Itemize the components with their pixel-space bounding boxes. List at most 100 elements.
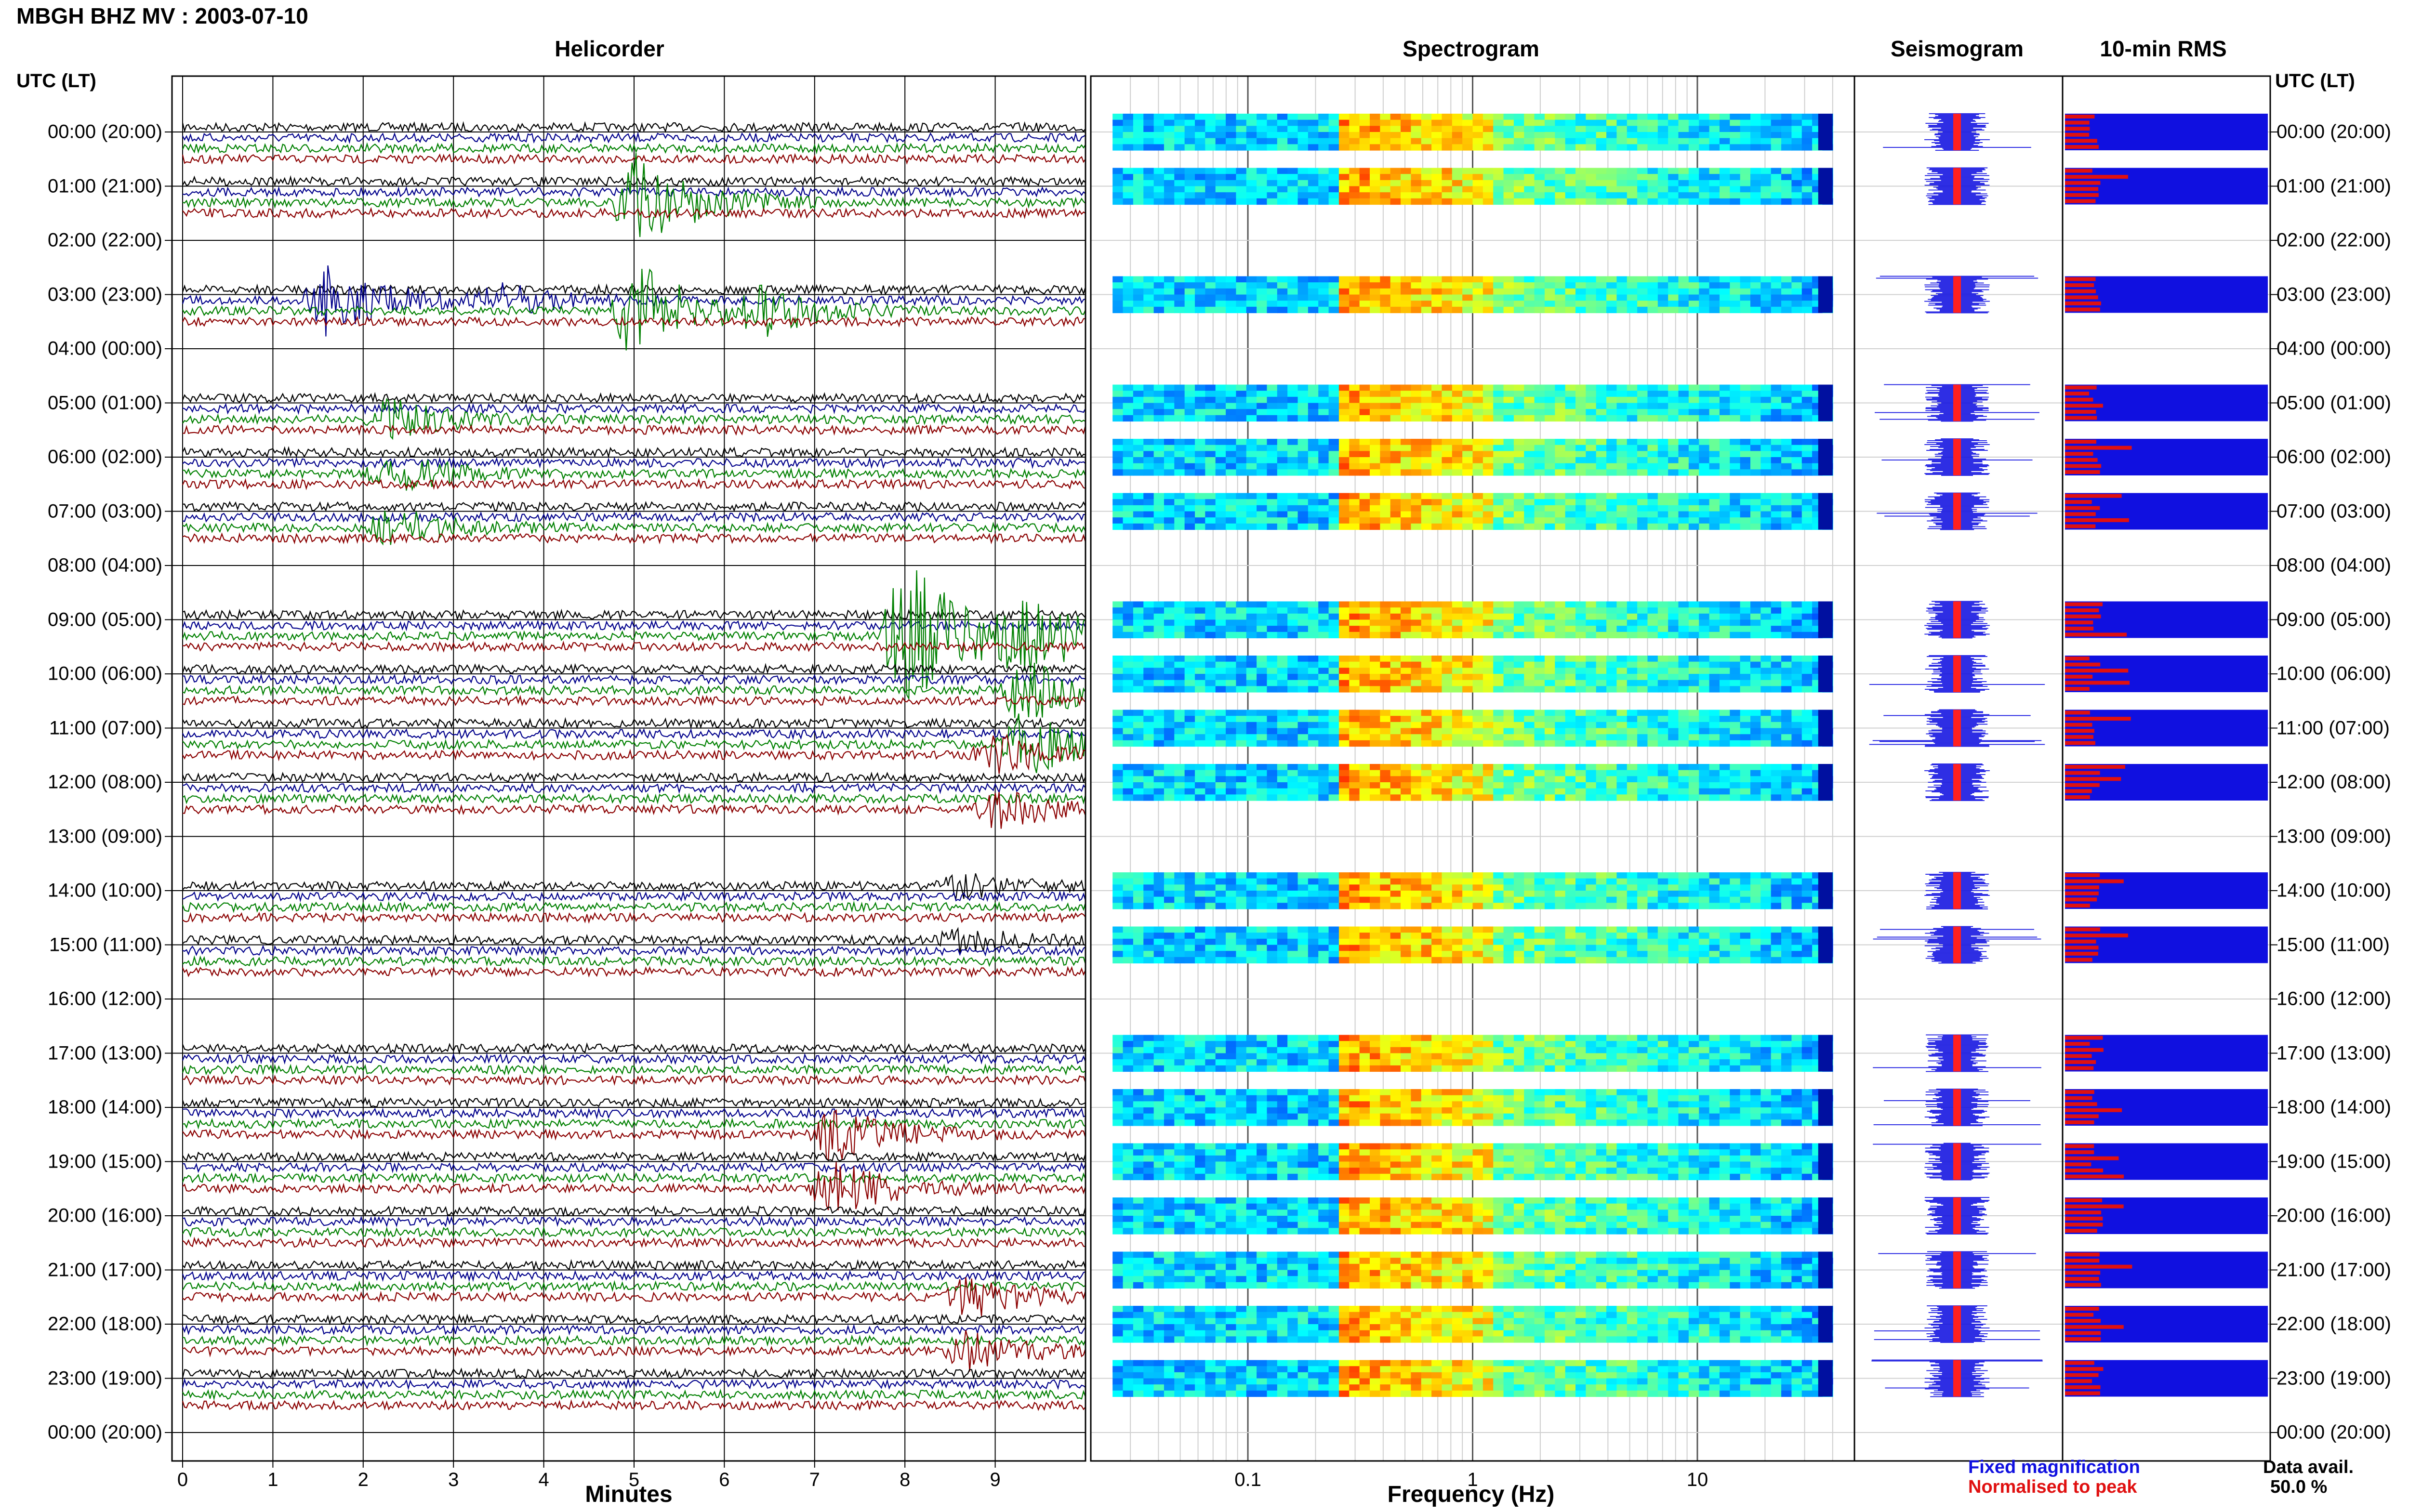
time-label: 00:00 (20:00) [2277, 121, 2391, 143]
spectrogram-cell [1277, 661, 1288, 668]
spectrogram-cell [1462, 631, 1473, 639]
spectrogram-cell [1616, 770, 1628, 776]
spectrogram-cell [1318, 523, 1329, 530]
spectrogram-cell [1801, 523, 1813, 530]
spectrogram-cell [1359, 511, 1370, 518]
time-label: 07:00 (03:00) [2277, 500, 2391, 522]
time-label: 16:00 (12:00) [2277, 988, 2391, 1010]
spectrogram-cell [1606, 384, 1617, 391]
spectrogram-cell [1637, 631, 1648, 639]
spectrogram-cell [1164, 926, 1175, 933]
spectrogram-cell [1133, 288, 1144, 295]
spectrogram-cell [1308, 740, 1319, 747]
spectrogram-cell [1709, 776, 1720, 783]
spectrogram-cell [1308, 607, 1319, 614]
spectrogram-cell [1493, 728, 1504, 735]
spectrogram-cell [1771, 198, 1782, 205]
spectrogram-cell [1308, 613, 1319, 620]
spectrogram-cell [1771, 119, 1782, 126]
spectrogram-cell [1544, 174, 1556, 181]
spectrogram-cell [1791, 710, 1802, 716]
spectrogram-cell [1596, 144, 1607, 151]
spectrogram-cell [1472, 463, 1483, 470]
spectrogram-cell [1236, 180, 1247, 187]
spectrogram-cell [1431, 607, 1443, 614]
spectrogram-cell [1236, 734, 1247, 741]
spectrogram-cell [1544, 734, 1556, 741]
spectrogram-cell [1513, 903, 1525, 909]
spectrogram-cell [1462, 728, 1473, 735]
spectrogram-cell [1184, 782, 1196, 789]
spectrogram-cell [1719, 872, 1731, 879]
spectrogram-cell [1791, 403, 1802, 409]
spectrogram-cell [1349, 782, 1360, 789]
spectrogram-cell [1801, 403, 1813, 409]
spectrogram-cell [1699, 619, 1710, 626]
spectrogram-cell [1328, 619, 1339, 626]
spectrogram-cell [1277, 607, 1288, 614]
spectrogram-cell [1359, 788, 1370, 795]
spectrogram-cell [1709, 499, 1720, 506]
spectrogram-cell [1586, 119, 1597, 126]
spectrogram-cell [1781, 710, 1792, 716]
spectrogram-cell [1133, 891, 1144, 897]
spectrogram-cell [1513, 306, 1525, 314]
spectrogram-cell [1143, 903, 1154, 909]
spectrogram-cell [1164, 517, 1175, 524]
spectrogram-cell [1359, 782, 1370, 789]
spectrogram-cell [1195, 439, 1206, 446]
spectrogram-cell [1544, 613, 1556, 620]
spectrogram-cell [1123, 619, 1134, 626]
spectrogram-cell [1338, 180, 1350, 187]
spectrogram-cell [1534, 680, 1545, 686]
spectrogram-cell [1575, 607, 1587, 614]
spectrogram-cell [1390, 722, 1402, 729]
spectrogram-cell [1627, 782, 1638, 789]
spectrogram-cell [1267, 601, 1278, 608]
spectrogram-cell [1462, 722, 1473, 729]
spectrogram-cell [1627, 613, 1638, 620]
spectrogram-cell [1534, 710, 1545, 716]
spectrogram-cell [1112, 770, 1124, 776]
spectrogram-cell [1647, 896, 1658, 903]
spectrogram-cell [1390, 626, 1402, 632]
spectrogram-cell [1730, 891, 1741, 897]
spectrogram-cell [1401, 276, 1412, 283]
spectrogram-cell [1308, 794, 1319, 801]
spectrogram-cell [1308, 391, 1319, 397]
spectrogram-cell [1513, 722, 1525, 729]
spectrogram-cell [1493, 716, 1504, 723]
spectrogram-cell [1472, 878, 1483, 885]
spectrogram-cell [1112, 674, 1124, 681]
spectrogram-cell [1555, 891, 1566, 897]
spectrogram-cell [1565, 168, 1576, 174]
spectrogram-cell [1123, 523, 1134, 530]
spectrogram-cell [1544, 276, 1556, 283]
spectrogram-cell [1452, 457, 1463, 464]
spectrogram-cell [1411, 114, 1422, 120]
spectrogram-cell [1411, 903, 1422, 909]
spectrogram-cell [1411, 192, 1422, 199]
spectrogram-cell [1277, 523, 1288, 530]
spectrogram-cell [1801, 463, 1813, 470]
spectrogram-cell [1411, 686, 1422, 693]
spectrogram-cell [1534, 288, 1545, 295]
spectrogram-cell [1246, 740, 1257, 747]
spectrogram-cell [1688, 114, 1700, 120]
spectrogram-cell [1565, 198, 1576, 205]
spectrogram-cell [1205, 469, 1216, 476]
spectrogram-cell [1688, 119, 1700, 126]
spectrogram-cell [1699, 631, 1710, 639]
spectrogram-cell [1184, 619, 1196, 626]
spectrogram-cell [1297, 896, 1309, 903]
spectrogram-cell [1513, 282, 1525, 289]
spectrogram-cell [1277, 511, 1288, 518]
spectrogram-cell [1627, 764, 1638, 771]
spectrogram-cell [1195, 896, 1206, 903]
spectrogram-cell [1297, 686, 1309, 693]
spectrogram-cell [1359, 439, 1370, 446]
spectrogram-cell [1586, 656, 1597, 662]
spectrogram-cell [1688, 132, 1700, 139]
spectrogram-cell [1781, 463, 1792, 470]
spectrogram-cell [1616, 734, 1628, 741]
